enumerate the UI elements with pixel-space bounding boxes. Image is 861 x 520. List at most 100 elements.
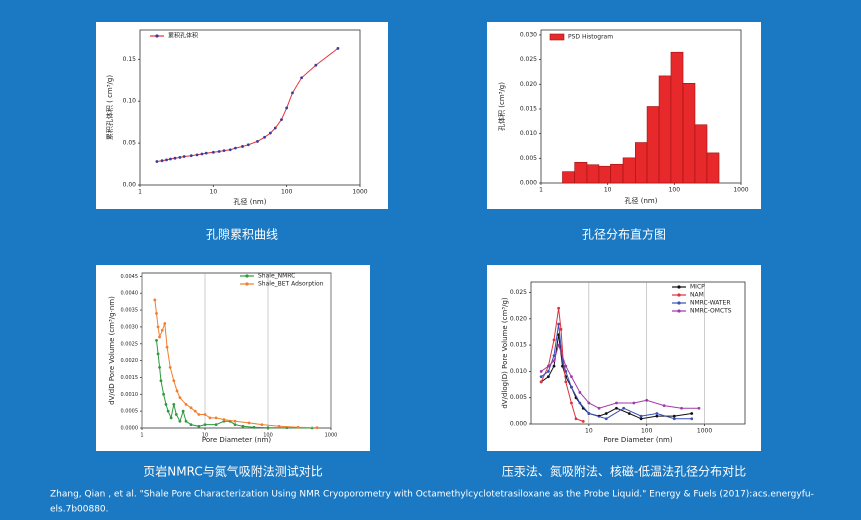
marker [195,153,199,157]
marker [690,417,694,421]
y-tick-label: 0.0015 [121,375,139,381]
marker [552,359,556,363]
marker [570,385,573,389]
marker [672,414,676,418]
marker [314,63,318,67]
legend-marker [677,285,681,289]
y-tick-label: 0.025 [520,56,537,63]
line [540,308,584,422]
y-axis-label: 累积孔体积 ( cm³/g) [105,75,114,140]
marker [203,423,207,427]
bar [586,164,600,184]
x-tick-label: 10 [210,189,218,196]
x-tick-label: 1 [138,189,142,196]
plot-frame [530,281,746,425]
bar [682,83,696,184]
bar [658,75,672,184]
marker [615,406,618,410]
marker [164,403,168,406]
marker [273,126,277,130]
y-tick-label: 0.15 [123,56,137,63]
marker [222,149,226,153]
y-tick-label: 0.05 [123,140,137,147]
x-tick-label: 1 [539,187,543,194]
marker [173,156,177,160]
y-tick-label: 0.020 [510,315,527,322]
marker [266,426,270,430]
marker [557,343,561,347]
y-tick-label: 0.015 [510,342,527,349]
legend-label: Shale_NMRC [258,273,295,280]
legend-label: 累积孔体积 [168,32,198,40]
y-tick-label: 0.005 [520,155,537,162]
marker [178,419,182,423]
marker [162,392,165,396]
y-tick-label: 0.0025 [121,341,139,347]
marker [165,158,168,162]
plot-frame [139,29,361,186]
marker [168,365,172,369]
y-tick-label: 0.010 [510,368,527,375]
marker [559,327,563,331]
marker [655,412,659,415]
marker [155,160,159,163]
marker [547,364,550,368]
bar [574,161,588,184]
bar [598,165,611,184]
marker [234,146,237,150]
marker [189,154,193,158]
marker [564,380,568,384]
bar [706,152,720,184]
marker [662,404,666,407]
marker [260,423,264,427]
legend-marker [677,301,681,305]
marker [655,414,659,418]
marker [156,352,160,356]
marker [552,354,556,358]
marker [645,398,649,402]
x-axis-label: Pore Diameter (nm) [603,436,672,444]
bar [635,142,648,184]
marker [163,322,167,325]
marker [184,419,188,423]
marker [181,409,185,413]
x-tick-label: 10 [585,428,593,435]
marker [172,403,176,406]
marker [158,365,161,369]
marker [300,76,304,80]
marker [552,364,556,368]
marker [615,401,618,405]
marker [336,47,340,50]
marker [247,421,251,425]
marker [197,413,201,416]
legend-swatch [549,33,565,41]
y-tick-label: 0.000 [510,421,527,428]
y-tick-label: 0.0020 [121,358,139,364]
marker [193,409,197,413]
y-tick-label: 0.0030 [121,324,139,330]
marker [604,417,608,421]
panel [96,22,388,209]
marker [241,424,245,428]
citation: els.7b00880. [50,505,109,515]
y-axis-label: 孔体积 (cm³/g) [497,82,506,131]
caption: 孔隙累积曲线 [206,228,278,242]
panel [487,265,761,451]
bar [562,171,575,184]
marker [690,412,694,415]
bar [610,163,624,184]
y-tick-label: 0.030 [520,31,537,38]
x-tick-label: 100 [641,428,653,435]
legend-marker [245,274,249,278]
marker [280,118,283,122]
caption: 页岩NMRC与氮气吸附法测试对比 [143,464,322,479]
x-tick-label: 1000 [352,189,367,196]
marker [268,131,272,135]
marker [547,370,550,373]
marker [291,91,294,95]
marker [315,426,319,430]
y-tick-label: 0.0040 [121,291,139,297]
x-tick-label: 10 [604,187,612,194]
marker [203,413,207,416]
marker [217,150,221,153]
